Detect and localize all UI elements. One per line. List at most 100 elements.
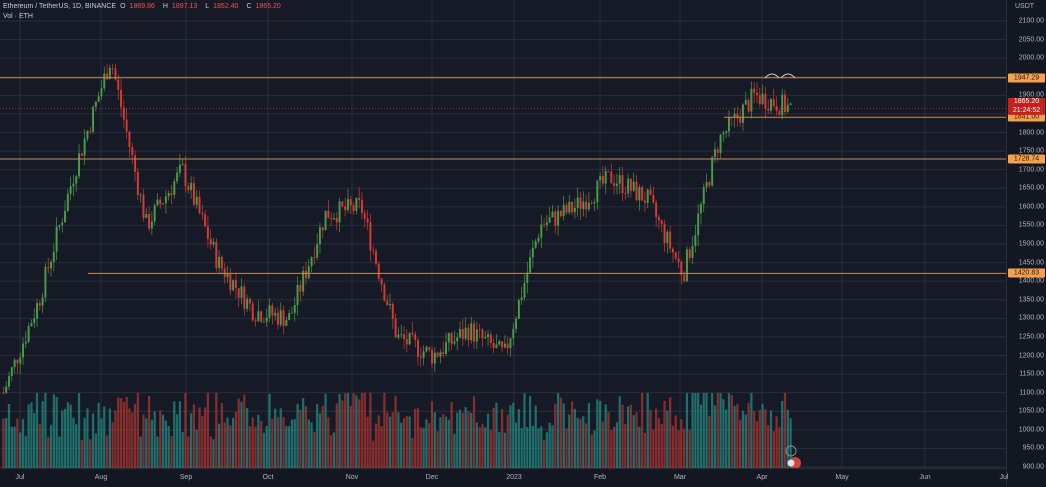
candle-body: [450, 333, 453, 344]
candle-body: [251, 303, 254, 321]
volume-bar: [215, 393, 218, 468]
candle-body: [237, 288, 240, 298]
candle-body: [436, 352, 439, 357]
candle-body: [153, 205, 156, 222]
volume-bar: [195, 429, 198, 468]
dividend-event-icon[interactable]: [785, 445, 797, 457]
candle-body: [445, 342, 448, 354]
volume-bar: [537, 428, 540, 468]
volume-bar: [671, 425, 675, 468]
volume-bar: [341, 400, 344, 468]
volume-bar: [257, 414, 260, 468]
volume-bar: [685, 393, 689, 468]
volume-bar: [428, 423, 431, 468]
volume-bar: [72, 417, 75, 468]
candle-body: [304, 270, 307, 279]
candle-body: [716, 149, 719, 153]
time-axis[interactable]: Jul Aug Sep Oct Nov Dec 2023 Feb Mar Apr May Jun Jul: [0, 468, 1008, 487]
volume-bar: [209, 436, 212, 468]
plot-area[interactable]: [0, 0, 1006, 468]
volume-bar: [332, 432, 336, 468]
volume-bar: [598, 400, 602, 468]
volume-bar: [414, 408, 417, 468]
volume-bar: [503, 432, 506, 468]
volume-bar: [492, 407, 495, 468]
candle-body: [767, 108, 770, 111]
candle-body: [271, 305, 274, 316]
price-axis[interactable]: USDT 2100.00 2050.00 2000.00 1900.00 1800.00…: [1006, 0, 1046, 486]
arc-drawing[interactable]: [780, 73, 796, 79]
volume-bar: [55, 396, 58, 468]
time-tick: Apr: [756, 474, 768, 481]
candle-body: [725, 131, 728, 133]
volume-label[interactable]: Vol · ETH: [3, 13, 33, 20]
volume-bar: [21, 419, 25, 468]
volume-bar: [601, 421, 605, 468]
candle-body: [288, 313, 291, 320]
volume-bar: [13, 426, 16, 468]
volume-bar: [198, 407, 201, 468]
candle-body: [58, 224, 61, 227]
candle-body: [276, 312, 279, 325]
volume-bar: [520, 427, 523, 468]
volume-bar: [290, 419, 294, 468]
candle-body: [495, 344, 498, 348]
candle-body: [484, 337, 487, 339]
volume-bar: [33, 412, 36, 468]
arc-drawing[interactable]: [764, 73, 780, 79]
volume-bar: [447, 419, 450, 468]
candle-body: [296, 284, 299, 306]
volume-bar: [593, 430, 596, 468]
candle-body: [36, 303, 38, 319]
candle-body: [419, 356, 422, 358]
volume-bar: [509, 405, 512, 468]
price-tick: 1800.00: [1018, 129, 1044, 136]
volume-bar: [349, 405, 352, 468]
candle-body: [680, 261, 683, 275]
candle-body: [30, 323, 33, 327]
symbol-title[interactable]: Ethereum / TetherUS, 1D, BINANCE: [3, 3, 117, 10]
candle-body: [408, 332, 411, 345]
candle-body: [204, 214, 207, 227]
volume-bar: [489, 429, 492, 468]
candle-body: [646, 189, 649, 203]
volume-bar: [58, 436, 61, 468]
candle-body: [753, 88, 756, 93]
time-tick: Jun: [919, 474, 931, 481]
candle-body: [789, 103, 792, 105]
volume-bar: [498, 431, 501, 468]
candle-body: [587, 202, 590, 210]
volume-bar: [346, 393, 350, 468]
volume-bar: [500, 409, 504, 468]
candle-body: [683, 274, 686, 282]
volume-bar: [265, 425, 268, 468]
volume-bar: [481, 423, 484, 468]
volume-bar: [75, 424, 78, 468]
candle-body: [660, 220, 663, 224]
candle-body: [741, 104, 744, 123]
volume-bar: [386, 412, 389, 468]
close-key: C: [246, 3, 252, 10]
candle-body: [506, 343, 509, 349]
price-tick: 1550.00: [1018, 221, 1044, 229]
price-tick: 900.00: [1022, 463, 1044, 471]
candle-body: [10, 367, 13, 377]
volume-bar: [612, 426, 616, 468]
candle-body: [394, 318, 397, 338]
candle-body: [517, 300, 520, 319]
candle-body: [601, 176, 604, 184]
volume-bar: [691, 393, 694, 468]
volume-bar: [781, 400, 784, 468]
volume-bar: [10, 426, 13, 468]
volume-bar: [369, 393, 372, 468]
candle-body: [582, 201, 585, 210]
volume-bar: [377, 415, 380, 468]
level-price-tag: 1420.83: [1008, 268, 1045, 278]
candle-body: [383, 284, 386, 301]
time-tick: Aug: [94, 474, 108, 481]
candle-body: [669, 231, 672, 249]
volume-bar: [206, 393, 210, 468]
volume-bar: [203, 407, 207, 468]
volume-bar: [755, 421, 759, 468]
